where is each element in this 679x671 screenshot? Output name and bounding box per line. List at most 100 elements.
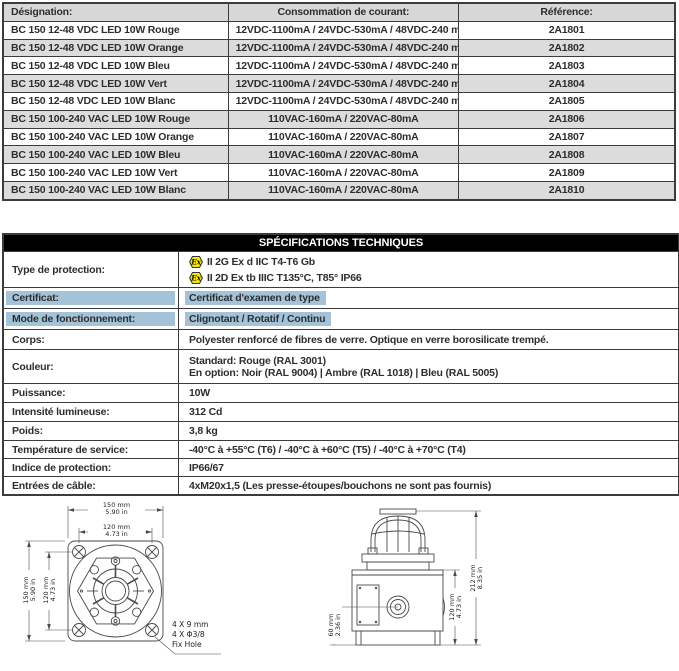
spec-label: Type de protection: [4,252,179,287]
couleur-options: En option: Noir (RAL 9004) | Ambre (RAL … [189,366,499,379]
spec-row-poids: Poids: 3,8 kg [4,421,678,440]
consumption-cell: 110VAC-160mA / 220VAC-80mA [227,109,460,129]
consumption-cell: 12VDC-1100mA / 24VDC-530mA / 48VDC-240 m… [227,91,460,111]
column-header-reference: Référence: [458,2,676,22]
column-header-consumption: Consommation de courant: [227,2,460,22]
spec-row-temperature: Température de service: -40°C à +55°C (T… [4,440,678,458]
table-row: BC 150 12-48 VDC LED 10W Rouge 12VDC-1100… [2,20,676,40]
dim-height-outer: 150 mm 5.90 in [22,570,38,611]
fix-hole-note: 4 X 9 mm 4 X Φ3/8 Fix Hole [172,620,209,650]
spec-row-entrees: Entrées de câble: 4xM20x1,5 (Les presse-… [4,476,678,494]
ex-atex-icon: Ex [189,255,203,268]
reference-cell: 2A1804 [458,74,676,93]
spec-label: Indice de protection: [4,459,179,476]
protection-line-gas: Ex II 2G Ex d IIC T4-T6 Gb [189,254,678,270]
spec-value: 4xM20x1,5 (Les presse-étoupes/bouchons n… [189,479,492,492]
side-view-drawing: 60 mm 2.36 in 120 mm 4.73 in 212 mm 8.35 in [327,488,610,670]
spec-label: Certificat: [4,288,179,308]
dim-entry-height: 60 mm 2.36 in [327,606,343,645]
spec-label: Poids: [4,422,179,440]
highlighted-value: Clignotant / Rotatif / Continu [185,312,332,326]
consumption-cell: 110VAC-160mA / 220VAC-80mA [227,127,460,147]
couleur-standard: Standard: Rouge (RAL 3001) [189,354,326,367]
spec-row-couleur: Couleur: Standard: Rouge (RAL 3001) En o… [4,349,678,383]
table-header-row: Désignation: Consommation de courant: Ré… [2,2,676,22]
designation-cell: BC 150 12-48 VDC LED 10W Blanc [2,91,229,111]
designation-cell: BC 150 100-240 VAC LED 10W Vert [2,163,229,182]
table-row: BC 150 100-240 VAC LED 10W Blanc 110VAC-1… [2,180,676,201]
highlighted-label: Certificat: [6,291,175,305]
reference-cell: 2A1806 [458,109,676,129]
designation-cell: BC 150 100-240 VAC LED 10W Bleu [2,145,229,165]
dim-width-outer: 150 mm 5.90 in [88,501,145,517]
spec-label: Corps: [4,330,179,349]
spec-label: Entrées de câble: [4,477,179,494]
column-header-designation: Désignation: [2,2,229,22]
spec-value: 10W [189,387,210,399]
protection-text: II 2D Ex tb IIIC T135°C, T85° IP66 [207,271,362,284]
highlighted-label: Mode de fonctionnement: [6,312,175,326]
dim-total-height: 212 mm 8.35 in [469,559,485,598]
reference-cell: 2A1809 [458,163,676,182]
highlighted-value: Certificat d'examen de type [185,291,326,305]
reference-cell: 2A1802 [458,38,676,58]
consumption-cell: 12VDC-1100mA / 24VDC-530mA / 48VDC-240 m… [227,56,460,76]
consumption-cell: 110VAC-160mA / 220VAC-80mA [227,163,460,182]
spec-row-indice: Indice de protection: IP66/67 [4,458,678,476]
reference-cell: 2A1801 [458,20,676,40]
consumption-cell: 12VDC-1100mA / 24VDC-530mA / 48VDC-240 m… [227,74,460,93]
table-row: BC 150 100-240 VAC LED 10W Bleu 110VAC-16… [2,145,676,165]
spec-value: Polyester renforcé de fibres de verre. O… [189,333,549,346]
reference-cell: 2A1807 [458,127,676,147]
designation-cell: BC 150 100-240 VAC LED 10W Rouge [2,109,229,129]
svg-text:Ex: Ex [190,257,202,266]
designation-cell: BC 150 12-48 VDC LED 10W Orange [2,38,229,58]
ex-atex-icon: Ex [189,271,203,284]
consumption-cell: 110VAC-160mA / 220VAC-80mA [227,180,460,201]
table-row: BC 150 100-240 VAC LED 10W Orange 110VAC-… [2,127,676,147]
spec-value: Ex II 2G Ex d IIC T4-T6 Gb Ex II 2D Ex t… [179,252,678,287]
top-view-drawing: 150 mm 5.90 in 120 mm 4.73 in 150 mm 5.90 i… [15,488,330,670]
protection-text: II 2G Ex d IIC T4-T6 Gb [207,255,316,268]
dim-height-inner: 120 mm 4.73 in [42,570,58,611]
table-row: BC 150 100-240 VAC LED 10W Rouge 110VAC-1… [2,109,676,129]
spec-row-intensite: Intensité lumineuse: 312 Cd [4,402,678,421]
spec-label: Température de service: [4,441,179,458]
dim-width-inner: 120 mm 4.73 in [88,523,145,539]
consumption-cell: 110VAC-160mA / 220VAC-80mA [227,145,460,165]
reference-cell: 2A1810 [458,180,676,201]
spec-value: -40°C à +55°C (T6) / -40°C à +60°C (T5) … [189,443,466,456]
designation-cell: BC 150 12-48 VDC LED 10W Vert [2,74,229,93]
technical-specifications-table: SPÉCIFICATIONS TECHNIQUES Type de protec… [2,233,679,496]
designation-cell: BC 150 100-240 VAC LED 10W Orange [2,127,229,147]
spec-table-title: SPÉCIFICATIONS TECHNIQUES [4,235,678,251]
dim-body-height: 120 mm 4.73 in [448,588,464,627]
designation-cell: BC 150 12-48 VDC LED 10W Bleu [2,56,229,76]
spec-value: 312 Cd [189,406,223,418]
designation-cell: BC 150 100-240 VAC LED 10W Blanc [2,180,229,201]
table-row: BC 150 12-48 VDC LED 10W Blanc 12VDC-1100… [2,91,676,111]
spec-value: IP66/67 [189,461,224,474]
consumption-cell: 12VDC-1100mA / 24VDC-530mA / 48VDC-240 m… [227,20,460,40]
spec-label: Puissance: [4,384,179,402]
spec-row-puissance: Puissance: 10W [4,383,678,402]
spec-row-certificat: Certificat: Certificat d'examen de type [4,287,678,308]
table-row: BC 150 12-48 VDC LED 10W Bleu 12VDC-1100m… [2,56,676,76]
reference-cell: 2A1808 [458,145,676,165]
protection-line-dust: Ex II 2D Ex tb IIIC T135°C, T85° IP66 [189,270,678,286]
table-row: BC 150 100-240 VAC LED 10W Vert 110VAC-16… [2,163,676,182]
reference-cell: 2A1803 [458,56,676,76]
table-row: BC 150 12-48 VDC LED 10W Orange 12VDC-110… [2,38,676,58]
spec-label: Couleur: [4,350,179,383]
spec-value: Certificat d'examen de type [179,288,678,308]
reference-cell: 2A1805 [458,91,676,111]
current-consumption-table: Désignation: Consommation de courant: Ré… [2,2,676,201]
spec-row-protection: Type de protection: Ex II 2G Ex d IIC T4… [4,251,678,287]
spec-value: Standard: Rouge (RAL 3001) En option: No… [179,350,678,383]
spec-label: Intensité lumineuse: [4,403,179,421]
designation-cell: BC 150 12-48 VDC LED 10W Rouge [2,20,229,40]
spec-value: Clignotant / Rotatif / Continu [179,309,678,329]
side-view-linework [330,508,481,646]
spec-row-mode: Mode de fonctionnement: Clignotant / Rot… [4,308,678,329]
